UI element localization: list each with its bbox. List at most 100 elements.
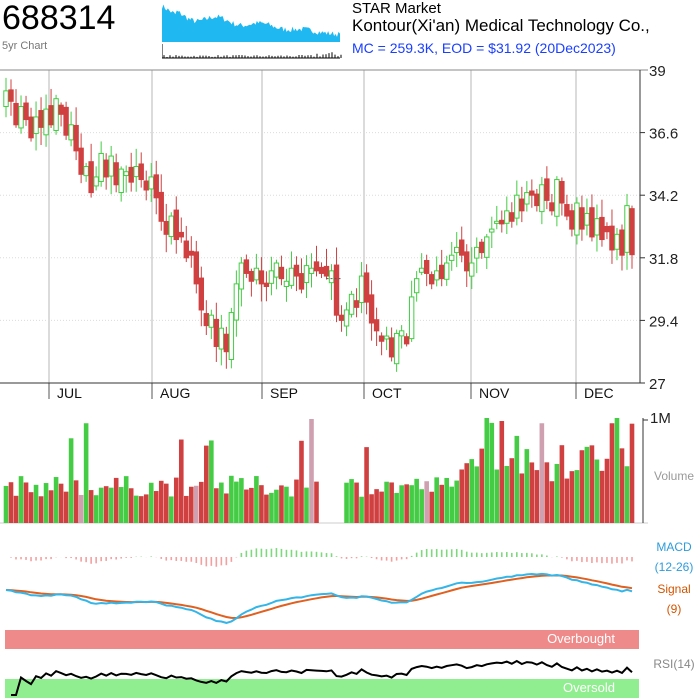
candle-body [133, 166, 139, 178]
candle-body [544, 178, 550, 201]
volume-bar [604, 458, 610, 523]
candle-body [213, 318, 220, 347]
volume-bar [439, 484, 444, 523]
volume-bar [404, 484, 409, 523]
candle-body [549, 202, 555, 212]
volume-bar [188, 486, 194, 523]
candle-body [413, 278, 420, 294]
volume-bar [464, 463, 470, 523]
candle-body [63, 106, 69, 136]
candle-body [489, 228, 495, 233]
candle-body [163, 220, 169, 235]
price-tick-label: 39 [649, 63, 666, 80]
candle-body [8, 89, 14, 102]
volume-bar [214, 488, 219, 523]
market-cap-eod-line: MC = 259.3K, EOD = $31.92 (20Dec2023) [352, 40, 616, 56]
volume-bar [48, 490, 54, 523]
candle-body [534, 193, 540, 207]
volume-bar [239, 478, 244, 523]
candle-body [13, 102, 19, 126]
volume-bar [474, 466, 480, 523]
candle-body [519, 198, 525, 212]
candle-body [469, 262, 475, 277]
candle-body [243, 259, 250, 274]
candle-body [338, 314, 345, 321]
candle-body [88, 161, 94, 194]
ticker-symbol: 688314 [2, 0, 116, 37]
volume-bar [3, 485, 9, 523]
candle-body [509, 212, 515, 222]
volume-bar [619, 448, 625, 523]
volume-bar [549, 481, 555, 523]
volume-max-label: 1M [650, 410, 671, 427]
candle-body [48, 105, 54, 126]
candle-body [438, 264, 445, 280]
candle-body [193, 251, 200, 285]
volume-bar [108, 487, 114, 523]
volume-bar [83, 423, 89, 523]
volume-bar [419, 489, 424, 523]
volume-bar [599, 470, 605, 523]
overbought-band: Overbought [5, 630, 639, 649]
candle-body [143, 180, 149, 191]
candle-body [373, 319, 380, 332]
volume-bar [254, 476, 259, 523]
volume-bar [299, 440, 304, 523]
volume-bar [629, 423, 635, 523]
volume-bar [224, 493, 229, 523]
volume-bar [594, 459, 600, 523]
volume-bar [33, 484, 39, 523]
oversold-band: Oversold [5, 679, 639, 698]
volume-bar [13, 495, 19, 523]
candle-body [218, 327, 225, 350]
volume-bar [369, 494, 374, 523]
candle-body [494, 220, 500, 224]
candle-body [288, 267, 295, 286]
volume-bar [93, 495, 99, 523]
candle-body [78, 147, 84, 175]
candle-body [28, 116, 34, 139]
candle-body [378, 335, 385, 342]
volume-bar [434, 477, 439, 523]
volume-bar [178, 439, 184, 523]
volume-bar [28, 492, 34, 523]
candle-body [358, 275, 365, 304]
candle-body [619, 229, 625, 256]
volume-bar [514, 435, 520, 523]
candle-body [43, 108, 49, 136]
volume-bar [103, 486, 109, 523]
volume-bar [279, 485, 284, 523]
candle-body [93, 176, 99, 187]
candle-body [348, 293, 355, 315]
volume-bar [58, 483, 64, 523]
candle-body [454, 246, 460, 254]
candle-body [108, 155, 114, 177]
signal-line [5, 574, 633, 620]
volume-bar [344, 482, 349, 523]
volume-bar [469, 459, 475, 523]
volume-bar [534, 470, 540, 523]
candle-body [479, 241, 485, 254]
volume-bar [544, 462, 550, 523]
rsi-label: RSI(14) [653, 657, 695, 671]
macd-label: MACD [656, 540, 692, 554]
volume-bar [479, 448, 485, 523]
candle-body [3, 90, 9, 108]
candle-body [18, 106, 24, 129]
volume-bar [559, 445, 565, 523]
candle-body [333, 264, 340, 316]
volume-bar [454, 480, 460, 523]
volume-bar [394, 492, 399, 523]
candle-body [263, 282, 270, 287]
candle-body [433, 270, 440, 281]
candle-body [53, 98, 59, 131]
volume-bar [379, 491, 384, 523]
volume-bar [153, 491, 159, 523]
volume-bar [183, 495, 189, 523]
candle-body [499, 219, 505, 225]
volume-bar [389, 482, 394, 523]
candle-body [98, 152, 104, 182]
rsi-line [11, 659, 633, 696]
candle-body [428, 274, 435, 285]
